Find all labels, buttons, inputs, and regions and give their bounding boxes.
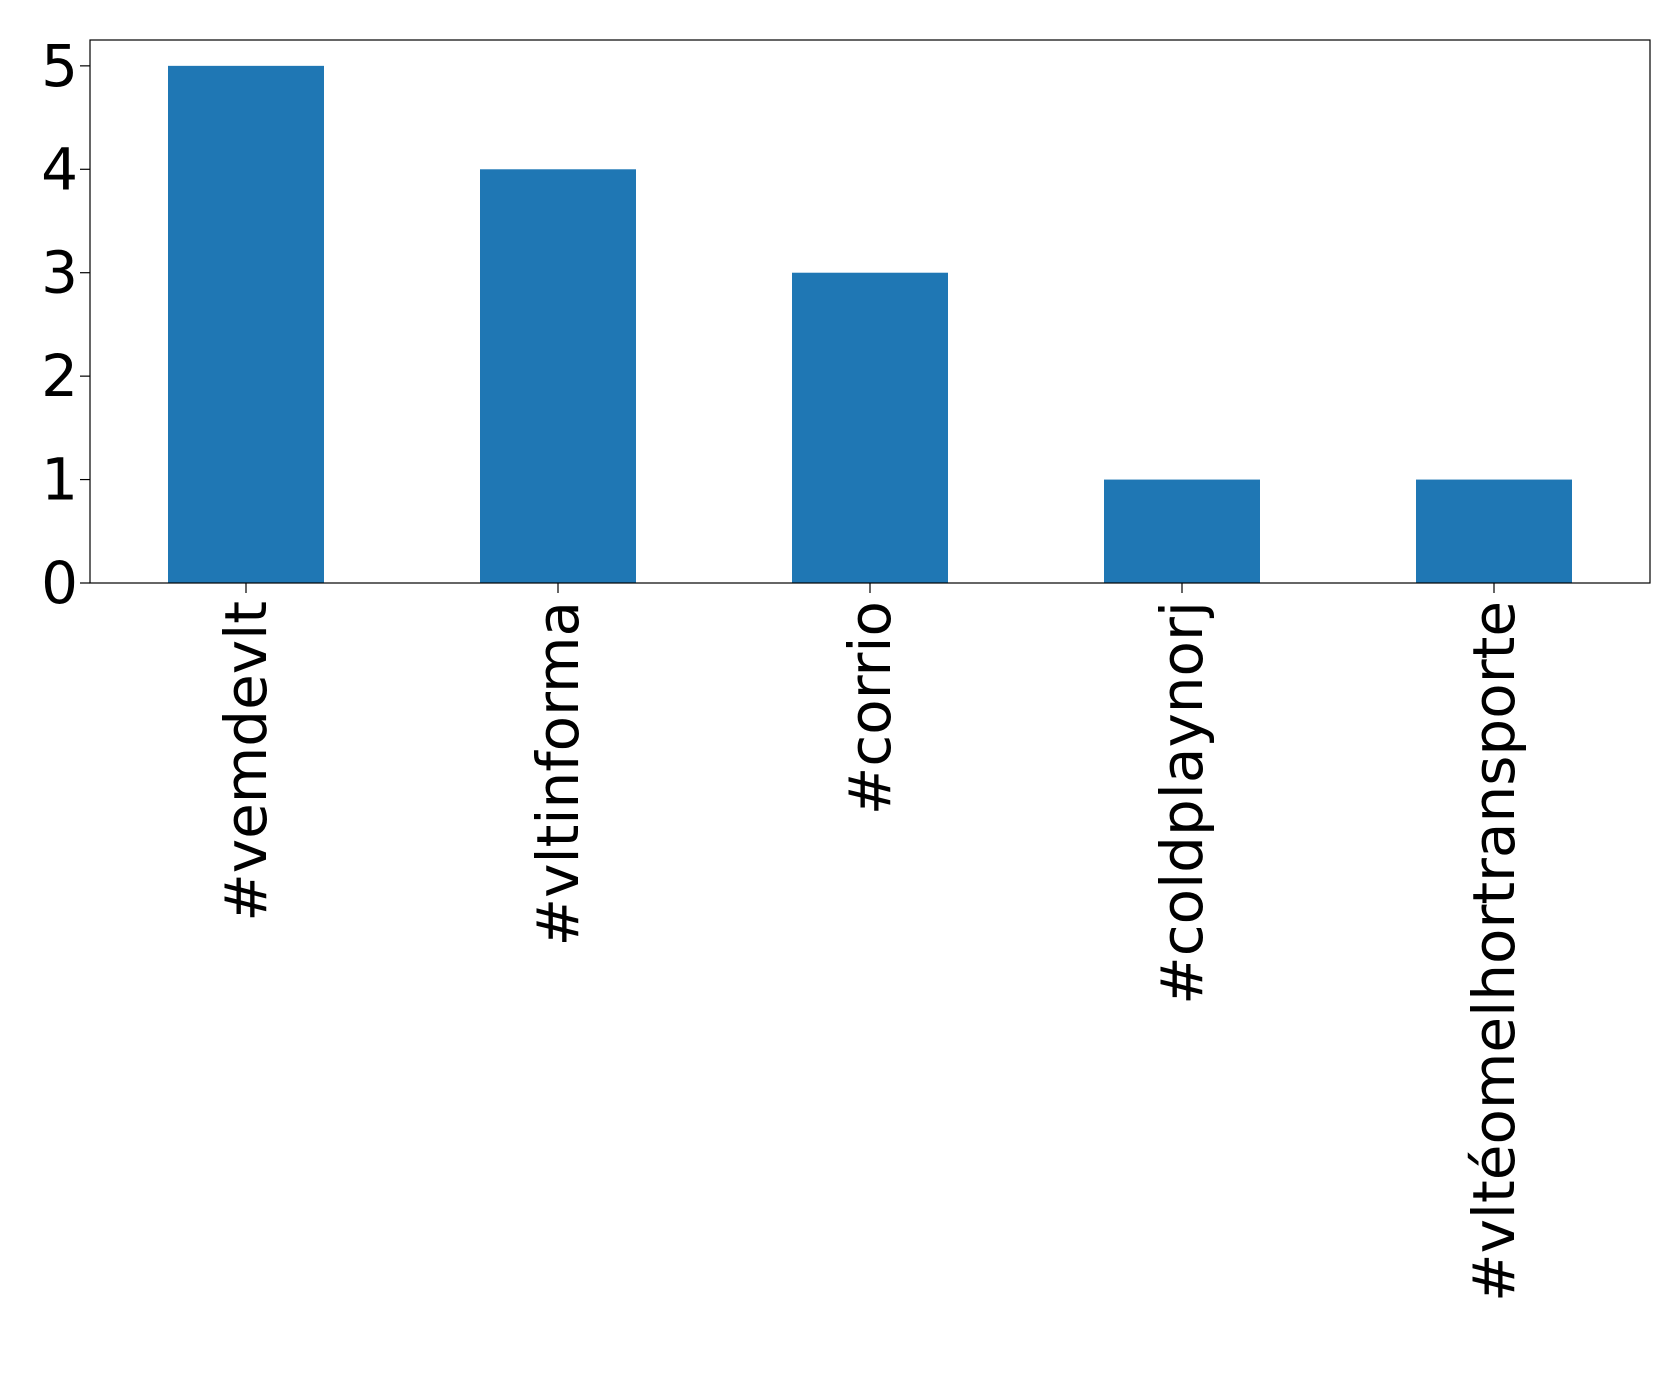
bar-0 <box>168 65 324 584</box>
bar-3 <box>1104 479 1260 583</box>
x-tick-label-4: #vltéomelhortransporte <box>1460 601 1528 1302</box>
y-axis-ticks: 0 1 2 3 4 5 <box>41 32 90 617</box>
y-tick-label-2: 2 <box>41 342 78 410</box>
y-tick-label-4: 4 <box>41 135 78 203</box>
bars-group <box>168 65 1572 584</box>
x-tick-label-3: #coldplaynorj <box>1148 601 1216 1005</box>
y-tick-label-5: 5 <box>41 32 78 100</box>
y-tick-label-3: 3 <box>41 239 78 307</box>
bar-2 <box>792 272 948 583</box>
y-tick-label-1: 1 <box>41 446 78 514</box>
bar-1 <box>480 169 636 584</box>
y-tick-label-0: 0 <box>41 549 78 617</box>
x-tick-label-1: #vltinforma <box>524 601 592 946</box>
x-axis-ticks: #vemdevlt #vltinforma #corrio #coldplaynorj… <box>212 583 1528 1302</box>
x-tick-label-0: #vemdevlt <box>212 601 280 922</box>
bar-4 <box>1416 479 1572 583</box>
x-tick-label-2: #corrio <box>836 601 904 815</box>
plot-frame <box>89 39 1651 584</box>
